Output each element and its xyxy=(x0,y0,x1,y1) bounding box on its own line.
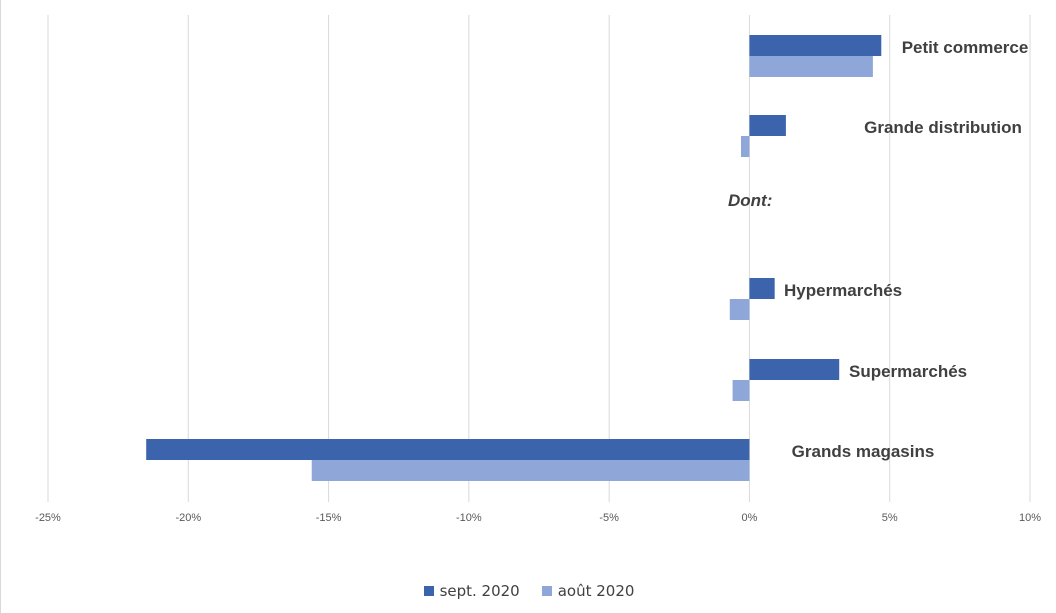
legend: sept. 2020 août 2020 xyxy=(1,582,1056,600)
x-tick-label: 5% xyxy=(882,512,898,524)
legend-item-sept-2020: sept. 2020 xyxy=(423,582,520,600)
gridlines xyxy=(47,15,1031,502)
bar-aout-2020 xyxy=(749,56,873,77)
category-label: Hypermarchés xyxy=(784,281,902,300)
bar-sept-2020 xyxy=(749,359,840,380)
category-label: Grande distribution xyxy=(864,118,1022,137)
x-tick-label: -25% xyxy=(35,512,61,524)
legend-label-aout-2020: août 2020 xyxy=(557,582,635,600)
bar-aout-2020 xyxy=(741,136,750,157)
x-tick-label: -5% xyxy=(599,512,619,524)
x-tick-label: 0% xyxy=(741,512,757,524)
bar-chart: -25% -20% -15% -10% -5% 0% 5% 10% Petit commerc… xyxy=(35,15,1041,524)
category-labels: Petit commerce Grande distribution Dont: Hy… xyxy=(728,38,1028,461)
category-label: Petit commerce xyxy=(902,38,1029,57)
bar-sept-2020 xyxy=(749,115,786,136)
bar-sept-2020 xyxy=(749,35,882,56)
bars xyxy=(146,35,882,481)
x-tick-label: -10% xyxy=(456,512,482,524)
x-tick-label: -20% xyxy=(175,512,201,524)
bar-sept-2020 xyxy=(146,439,750,460)
category-label: Dont: xyxy=(728,191,772,210)
x-tick-label: 10% xyxy=(1019,512,1041,524)
legend-label-sept-2020: sept. 2020 xyxy=(439,582,520,600)
bar-aout-2020 xyxy=(732,380,750,401)
x-tick-label: -15% xyxy=(316,512,342,524)
bar-aout-2020 xyxy=(729,299,750,320)
legend-swatch-sept-2020 xyxy=(423,586,434,596)
bar-sept-2020 xyxy=(749,278,775,299)
x-axis-tick-labels: -25% -20% -15% -10% -5% 0% 5% 10% xyxy=(35,512,1041,524)
category-label: Supermarchés xyxy=(849,362,967,381)
legend-item-aout-2020: août 2020 xyxy=(541,582,635,600)
category-label: Grands magasins xyxy=(792,442,935,461)
bar-aout-2020 xyxy=(311,460,750,481)
legend-swatch-aout-2020 xyxy=(541,586,552,596)
